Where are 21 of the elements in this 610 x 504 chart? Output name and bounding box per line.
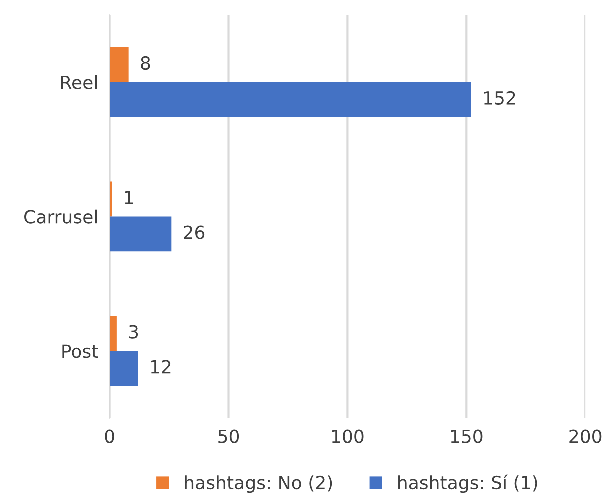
data-label: 8 [141,56,150,70]
data-label: 1 [125,191,134,204]
x-tick-label: 100 [332,430,364,444]
y-tick-label: Reel [61,75,97,90]
y-tick-label: Post [62,344,98,358]
x-tick-label: 200 [570,430,602,444]
x-tick-label: 50 [218,430,240,444]
data-label: 26 [184,226,205,240]
bar [110,82,472,118]
y-tick-label: Carrusel [24,210,97,224]
data-label: 152 [484,91,516,106]
bar [110,216,172,252]
legend-label: hashtags: Sí (1) [398,474,538,494]
legend-label: hashtags: No (2) [185,476,332,494]
bar [110,316,117,352]
data-label: 3 [129,325,138,339]
x-tick-label: 150 [451,430,483,444]
data-label: 12 [151,360,171,374]
bar [110,351,138,386]
bar [110,47,129,82]
x-tick-label: 0 [105,430,114,444]
